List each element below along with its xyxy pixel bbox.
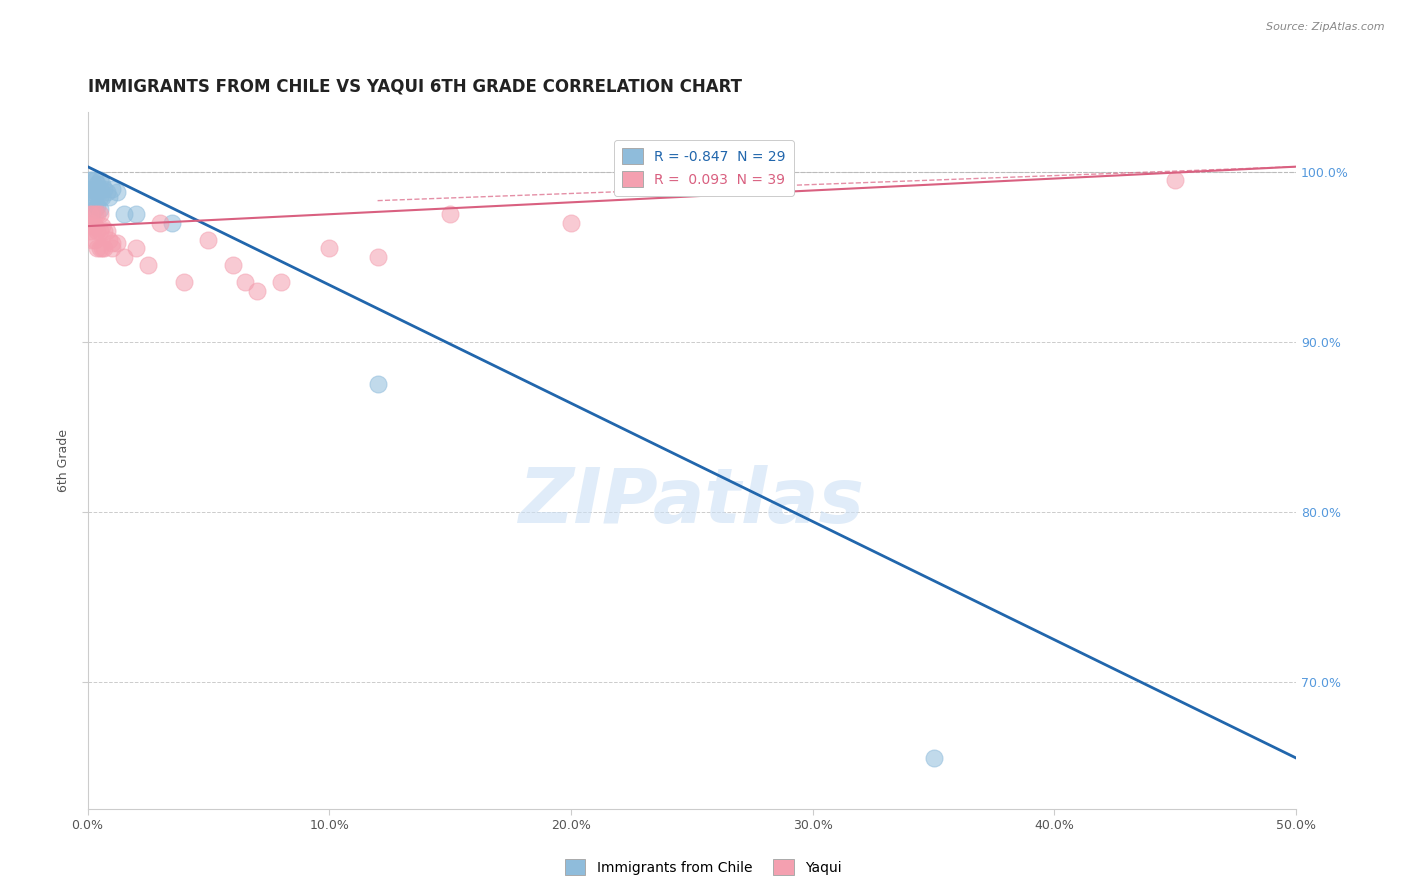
Point — [86, 241, 108, 255]
Point — [221, 258, 243, 272]
Point — [100, 241, 122, 255]
Text: ZIPatlas: ZIPatlas — [519, 466, 865, 540]
Point — [98, 190, 121, 204]
Point — [91, 177, 114, 191]
Point — [86, 224, 108, 238]
Point — [233, 275, 256, 289]
Point — [922, 751, 945, 765]
Point — [367, 250, 389, 264]
Point — [96, 185, 118, 199]
Point — [89, 173, 111, 187]
Point — [1164, 173, 1187, 187]
Point — [83, 207, 105, 221]
Point — [112, 207, 135, 221]
Point — [83, 182, 105, 196]
Point — [79, 173, 101, 187]
Point — [100, 182, 122, 196]
Point — [91, 219, 114, 234]
Point — [82, 219, 104, 234]
Point — [79, 216, 101, 230]
Point — [136, 258, 159, 272]
Point — [89, 224, 111, 238]
Point — [89, 202, 111, 216]
Point — [270, 275, 292, 289]
Point — [86, 207, 108, 221]
Point — [83, 202, 105, 216]
Point — [105, 185, 128, 199]
Point — [125, 241, 148, 255]
Point — [173, 275, 195, 289]
Point — [246, 284, 269, 298]
Point — [83, 190, 105, 204]
Point — [82, 185, 104, 199]
Point — [82, 233, 104, 247]
Point — [112, 250, 135, 264]
Legend: R = -0.847  N = 29, R =  0.093  N = 39: R = -0.847 N = 29, R = 0.093 N = 39 — [614, 140, 794, 196]
Point — [89, 207, 111, 221]
Point — [79, 224, 101, 238]
Point — [439, 207, 461, 221]
Point — [96, 224, 118, 238]
Point — [86, 177, 108, 191]
Point — [125, 207, 148, 221]
Point — [93, 182, 115, 196]
Point — [82, 195, 104, 210]
Point — [91, 241, 114, 255]
Point — [86, 185, 108, 199]
Point — [89, 190, 111, 204]
Point — [560, 216, 582, 230]
Point — [79, 182, 101, 196]
Point — [93, 241, 115, 255]
Point — [79, 207, 101, 221]
Text: IMMIGRANTS FROM CHILE VS YAQUI 6TH GRADE CORRELATION CHART: IMMIGRANTS FROM CHILE VS YAQUI 6TH GRADE… — [87, 78, 741, 95]
Point — [83, 233, 105, 247]
Point — [83, 219, 105, 234]
Point — [89, 241, 111, 255]
Legend: Immigrants from Chile, Yaqui: Immigrants from Chile, Yaqui — [560, 854, 846, 880]
Point — [197, 233, 219, 247]
Point — [367, 377, 389, 392]
Point — [86, 199, 108, 213]
Point — [79, 190, 101, 204]
Point — [160, 216, 183, 230]
Point — [83, 173, 105, 187]
Point — [318, 241, 340, 255]
Point — [91, 190, 114, 204]
Point — [89, 182, 111, 196]
Point — [82, 207, 104, 221]
Y-axis label: 6th Grade: 6th Grade — [58, 429, 70, 492]
Text: Source: ZipAtlas.com: Source: ZipAtlas.com — [1267, 22, 1385, 32]
Point — [105, 236, 128, 251]
Point — [93, 224, 115, 238]
Point — [98, 233, 121, 247]
Point — [149, 216, 172, 230]
Point — [100, 236, 122, 251]
Point — [82, 173, 104, 187]
